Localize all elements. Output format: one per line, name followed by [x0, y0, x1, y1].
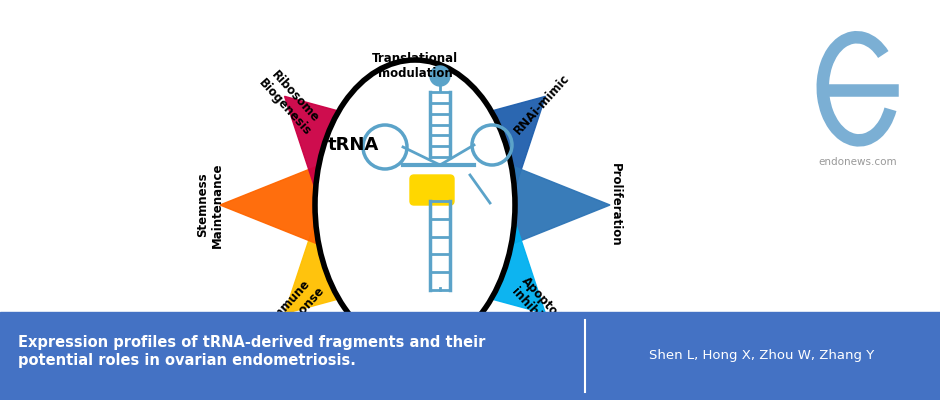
Bar: [0, 312, 940, 400]
Circle shape: [424, 318, 434, 328]
Polygon shape: [401, 96, 545, 208]
Polygon shape: [343, 59, 487, 160]
Text: Apoptosis
inhibition: Apoptosis inhibition: [508, 274, 572, 342]
Circle shape: [457, 318, 467, 328]
Polygon shape: [220, 151, 355, 259]
Circle shape: [413, 318, 423, 328]
Polygon shape: [343, 250, 487, 351]
Polygon shape: [475, 151, 610, 259]
Text: Stemness
Maintenance: Stemness Maintenance: [196, 162, 224, 248]
Text: Ribosome
Biogenesis: Ribosome Biogenesis: [256, 66, 324, 138]
Ellipse shape: [315, 60, 515, 350]
Text: endonews.com: endonews.com: [819, 157, 897, 167]
Circle shape: [435, 318, 445, 328]
Text: tRNA: tRNA: [327, 136, 379, 154]
Polygon shape: [285, 202, 429, 314]
Text: Translational
modulation: Translational modulation: [372, 52, 458, 80]
Text: Immune
response: Immune response: [265, 274, 327, 338]
Circle shape: [430, 66, 450, 86]
Text: RNAi-mimic: RNAi-mimic: [511, 72, 572, 137]
Circle shape: [446, 318, 456, 328]
Text: Proliferation: Proliferation: [608, 163, 621, 247]
Polygon shape: [401, 202, 545, 314]
Text: Retroviral
regulation: Retroviral regulation: [381, 328, 449, 356]
Polygon shape: [285, 96, 429, 208]
Text: Expression profiles of tRNA-derived fragments and their
potential roles in ovari: Expression profiles of tRNA-derived frag…: [18, 335, 485, 368]
Text: Shen L, Hong X, Zhou W, Zhang Y: Shen L, Hong X, Zhou W, Zhang Y: [650, 350, 874, 362]
FancyBboxPatch shape: [410, 175, 454, 205]
